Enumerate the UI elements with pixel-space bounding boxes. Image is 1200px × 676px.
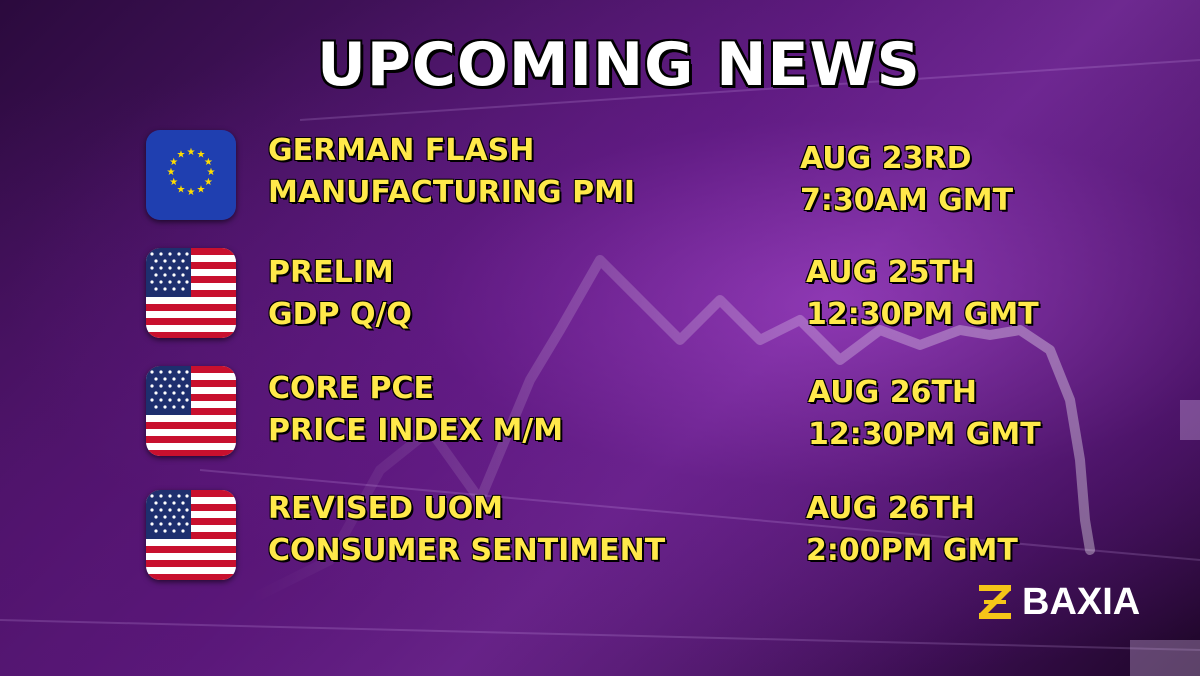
event-datetime: AUG 23RD 7:30AM GMT (800, 138, 1013, 222)
event-date: AUG 26TH (808, 375, 978, 410)
event-time: 2:00PM GMT (806, 533, 1018, 568)
event-name-line1: REVISED UOM (268, 491, 504, 526)
svg-text:★: ★ (169, 177, 178, 188)
event-name-line1: GERMAN FLASH (268, 133, 535, 168)
event-row: REVISED UOM CONSUMER SENTIMENT AUG 26TH … (0, 490, 1200, 585)
event-name-line2: CONSUMER SENTIMENT (268, 533, 666, 568)
svg-text:★: ★ (177, 184, 186, 195)
us-flag-icon (146, 490, 236, 580)
page-title: UPCOMING NEWS (317, 30, 921, 100)
event-name: CORE PCE PRICE INDEX M/M (268, 368, 563, 452)
event-name: PRELIM GDP Q/Q (268, 252, 412, 336)
us-flag-icon (146, 366, 236, 456)
svg-text:★: ★ (204, 157, 213, 168)
svg-text:★: ★ (197, 150, 206, 161)
event-name-line1: CORE PCE (268, 371, 435, 406)
svg-text:★: ★ (187, 187, 196, 198)
event-name: GERMAN FLASH MANUFACTURING PMI (268, 130, 635, 214)
event-row: CORE PCE PRICE INDEX M/M AUG 26TH 12:30P… (0, 366, 1200, 461)
svg-text:★: ★ (167, 167, 176, 178)
brand-logo: BAXIA (976, 580, 1140, 624)
event-row: ★ ★ ★ ★ ★ ★ ★ ★ ★ ★ ★ ★ GERMAN FLASH MANUFACTURI… (0, 130, 1200, 225)
event-date: AUG 26TH (806, 491, 976, 526)
event-name-line2: GDP Q/Q (268, 297, 412, 332)
us-flag-icon (146, 248, 236, 338)
event-datetime: AUG 26TH 2:00PM GMT (806, 488, 1018, 572)
event-name-line2: MANUFACTURING PMI (268, 175, 636, 210)
event-name: REVISED UOM CONSUMER SENTIMENT (268, 488, 665, 572)
baxia-logo-icon (979, 585, 1011, 619)
svg-text:★: ★ (207, 167, 216, 178)
event-date: AUG 23RD (800, 141, 972, 176)
event-name-line1: PRELIM (268, 255, 394, 290)
event-time: 12:30PM GMT (808, 417, 1041, 452)
event-name-line2: PRICE INDEX M/M (268, 413, 564, 448)
svg-text:★: ★ (177, 150, 186, 161)
event-time: 7:30AM GMT (800, 183, 1014, 218)
svg-text:★: ★ (169, 157, 178, 168)
event-time: 12:30PM GMT (806, 297, 1039, 332)
event-date: AUG 25TH (806, 255, 976, 290)
eu-flag-icon: ★ ★ ★ ★ ★ ★ ★ ★ ★ ★ ★ ★ (146, 130, 236, 220)
event-datetime: AUG 25TH 12:30PM GMT (806, 252, 1039, 336)
svg-text:★: ★ (187, 147, 196, 158)
event-datetime: AUG 26TH 12:30PM GMT (808, 372, 1041, 456)
svg-text:★: ★ (204, 177, 213, 188)
event-row: PRELIM GDP Q/Q AUG 25TH 12:30PM GMT (0, 248, 1200, 343)
brand-name: BAXIA (1022, 580, 1141, 623)
svg-text:★: ★ (197, 184, 206, 195)
